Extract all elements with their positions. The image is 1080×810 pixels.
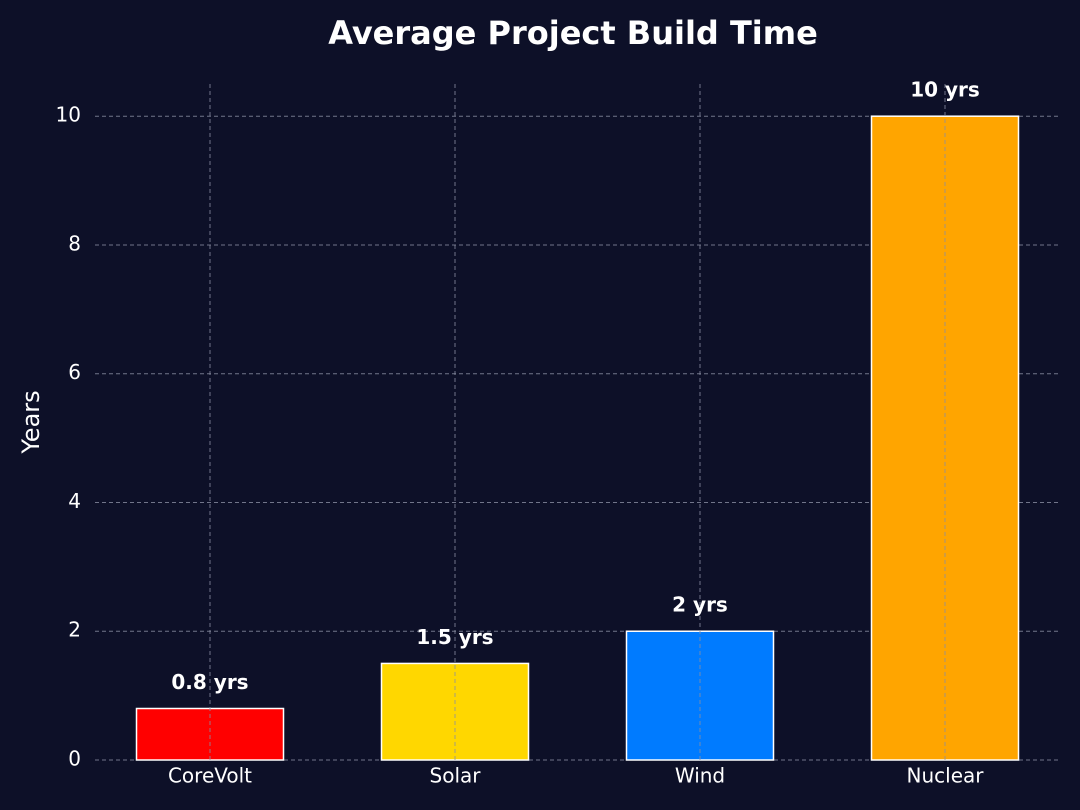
y-tick-label: 2 — [68, 618, 81, 642]
y-tick-label: 0 — [68, 747, 81, 771]
value-label: 2 yrs — [672, 593, 728, 617]
value-label: 1.5 yrs — [416, 625, 493, 649]
x-tick-label: Nuclear — [907, 764, 985, 788]
value-label: 0.8 yrs — [171, 670, 248, 694]
x-tick-label: CoreVolt — [168, 764, 252, 788]
x-tick-label: Solar — [430, 764, 482, 788]
x-tick-label: Wind — [675, 764, 725, 788]
y-tick-label: 8 — [68, 231, 81, 255]
y-tick-label: 10 — [56, 103, 81, 127]
y-tick-label: 6 — [68, 360, 81, 384]
y-tick-label: 4 — [68, 489, 81, 513]
chart-title: Average Project Build Time — [328, 14, 818, 52]
y-axis-label: Years — [17, 390, 45, 454]
value-label: 10 yrs — [910, 78, 980, 102]
